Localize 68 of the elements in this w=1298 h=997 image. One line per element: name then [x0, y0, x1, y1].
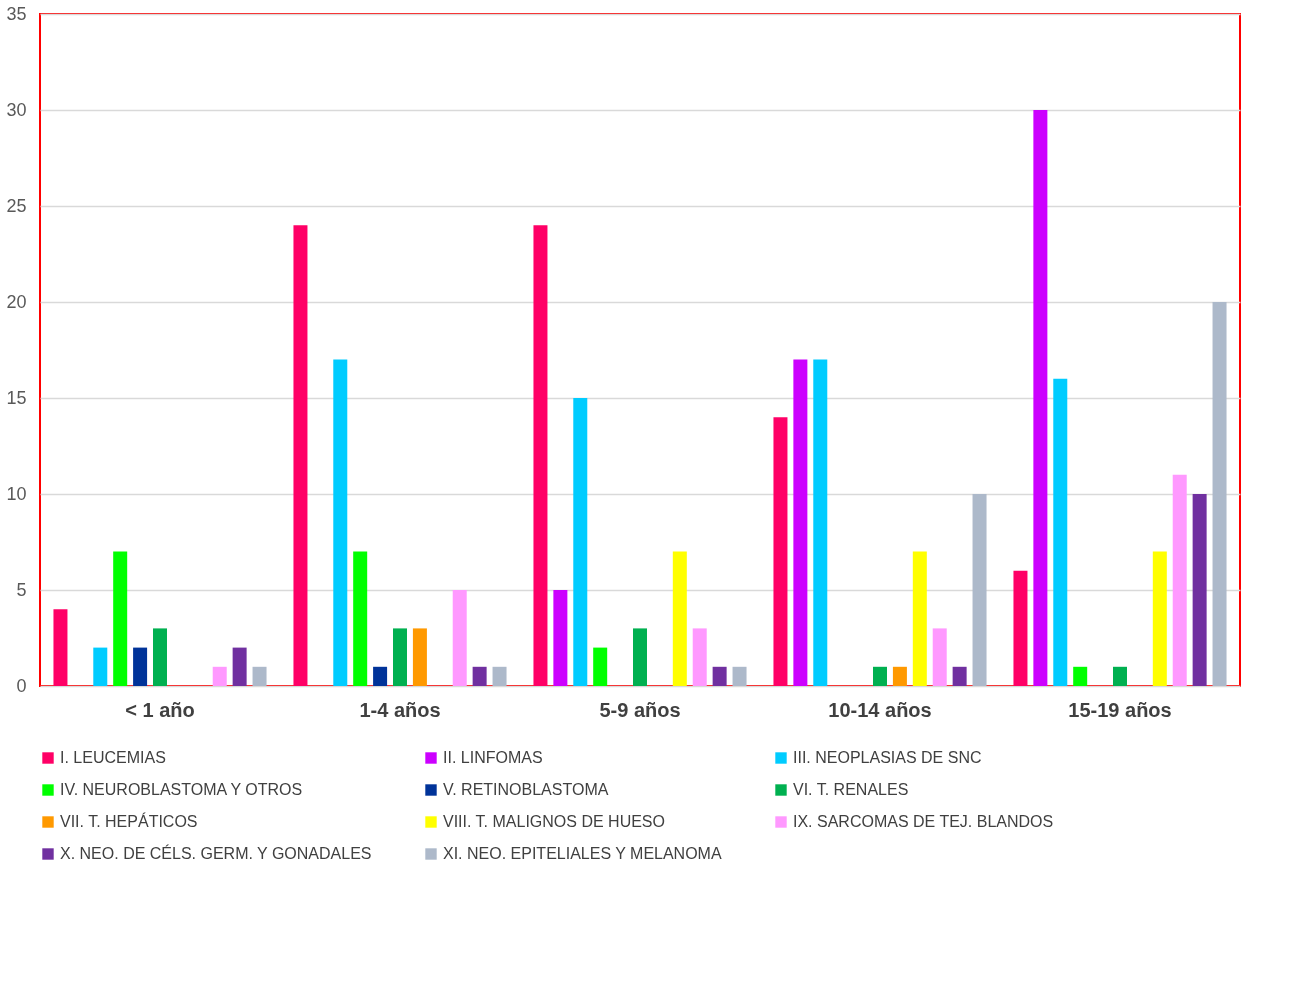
legend-label: VII. T. HEPÁTICOS	[60, 812, 198, 830]
bar	[1152, 551, 1167, 686]
legend-label: III. NEOPLASIAS DE SNC	[793, 749, 982, 766]
bar	[1212, 302, 1227, 686]
legend-label: IV. NEUROBLASTOMA Y OTROS	[60, 781, 303, 798]
y-tick-label: 20	[6, 291, 27, 312]
bar	[1172, 474, 1187, 686]
y-tick-label: 10	[6, 483, 27, 504]
bar	[492, 666, 507, 686]
bar	[793, 359, 808, 686]
bar	[252, 666, 267, 686]
bar	[1192, 494, 1207, 686]
bar	[1033, 110, 1048, 686]
y-tick-label: 30	[6, 99, 27, 120]
bar	[972, 494, 987, 686]
x-tick-label: 15-19 años	[1068, 698, 1172, 721]
bar	[712, 666, 727, 686]
bar	[873, 666, 887, 686]
bar	[232, 647, 247, 686]
bar	[892, 666, 907, 686]
bar	[373, 666, 388, 686]
bar	[533, 225, 548, 686]
bar	[633, 628, 647, 686]
bar	[553, 590, 568, 686]
bar	[932, 628, 947, 686]
y-tick-label: 25	[6, 195, 27, 216]
x-tick-label: 1-4 años	[359, 698, 441, 721]
bar	[133, 647, 148, 686]
legend-label: IX. SARCOMAS DE TEJ. BLANDOS	[793, 813, 1054, 830]
legend-label: VI. T. RENALES	[793, 781, 909, 798]
bar	[113, 551, 128, 686]
bar	[1053, 378, 1068, 686]
x-tick-label: 10-14 años	[828, 698, 932, 721]
bar	[393, 628, 407, 686]
bar	[593, 647, 608, 686]
bar	[212, 666, 227, 686]
legend-label: X. NEO. DE CÉLS. GERM. Y GONADALES	[60, 844, 372, 862]
legend-label: II. LINFOMAS	[443, 749, 543, 766]
bar	[353, 551, 368, 686]
bar	[53, 609, 68, 686]
y-tick-label: 35	[6, 3, 27, 24]
bar	[293, 225, 308, 686]
bar	[333, 359, 348, 686]
legend-label: I. LEUCEMIAS	[60, 749, 166, 766]
bar	[773, 417, 788, 686]
bar	[1073, 666, 1088, 686]
bar	[672, 551, 687, 686]
bar	[813, 359, 828, 686]
legend-label: V. RETINOBLASTOMA	[443, 781, 609, 798]
bar	[1113, 666, 1127, 686]
bar	[412, 628, 427, 686]
x-tick-label: < 1 año	[125, 698, 195, 721]
bar	[573, 398, 588, 686]
bar	[153, 628, 167, 686]
bar	[732, 666, 747, 686]
bar	[1013, 570, 1028, 686]
x-tick-label: 5-9 años	[599, 698, 681, 721]
legend-label: XI. NEO. EPITELIALES Y MELANOMA	[443, 845, 722, 862]
bar	[472, 666, 487, 686]
bar	[952, 666, 967, 686]
y-tick-label: 0	[16, 675, 27, 696]
y-tick-label: 15	[6, 387, 27, 408]
bar	[692, 628, 707, 686]
y-tick-label: 5	[16, 579, 27, 600]
bar	[912, 551, 927, 686]
legend-label: VIII. T. MALIGNOS DE HUESO	[443, 813, 665, 830]
bar	[452, 590, 467, 686]
bar	[93, 647, 108, 686]
